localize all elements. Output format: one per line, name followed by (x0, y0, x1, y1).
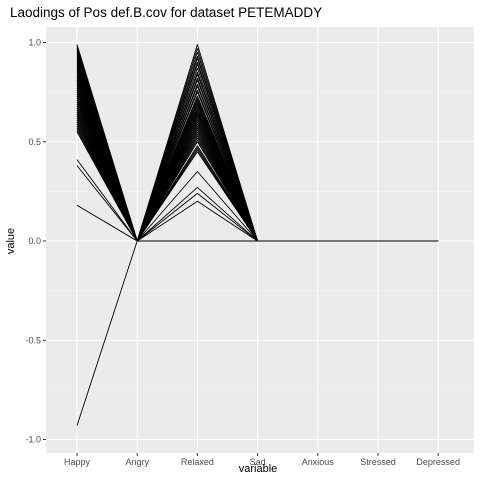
plot-area (46, 27, 474, 453)
y-axis-title: value (5, 228, 17, 254)
y-tick-label: 1.0 (28, 38, 41, 48)
x-tick-label: Anxious (302, 457, 335, 467)
x-axis-title: variable (239, 463, 278, 475)
x-axis: Happy Angry Relaxed Sad Anxious Stressed Depre… (64, 453, 460, 467)
y-axis: 1.0 0.5 0.0 -0.5 -1.0 (25, 38, 46, 445)
y-tick-label: -1.0 (25, 435, 41, 445)
plot-panel (46, 27, 474, 453)
x-tick-label: Depressed (416, 457, 460, 467)
series-lines (76, 44, 439, 426)
x-tick-label: Happy (64, 457, 91, 467)
y-tick-label: 0.0 (28, 236, 41, 246)
series-line (76, 131, 439, 242)
x-tick-label: Angry (125, 457, 149, 467)
chart-title: Laodings of Pos def.B.cov for dataset PE… (10, 5, 322, 20)
y-tick-label: -0.5 (25, 335, 41, 345)
x-tick-label: Stressed (360, 457, 396, 467)
y-tick-label: 0.5 (28, 137, 41, 147)
x-tick-label: Relaxed (181, 457, 214, 467)
x-tick-label: Sad (250, 457, 266, 467)
